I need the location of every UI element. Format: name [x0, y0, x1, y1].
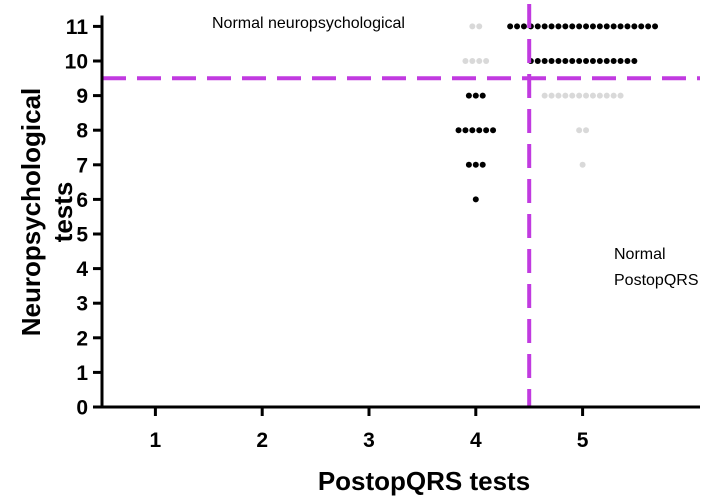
- data-point: [507, 23, 514, 30]
- data-point: [617, 58, 624, 64]
- data-point: [631, 58, 638, 64]
- data-point: [483, 58, 490, 64]
- data-point: [562, 23, 569, 30]
- data-points: [455, 23, 659, 203]
- data-point: [583, 92, 590, 99]
- data-point: [472, 161, 479, 168]
- data-point: [624, 23, 631, 30]
- data-point: [541, 58, 548, 64]
- data-point: [476, 23, 483, 30]
- y-tick-label-10: 10: [65, 51, 88, 74]
- data-point: [589, 58, 596, 64]
- x-tick-label-3: 3: [363, 429, 375, 452]
- y-tick-label-1: 1: [76, 362, 88, 385]
- y-tick-label-9: 9: [76, 85, 88, 108]
- data-point: [555, 23, 562, 30]
- data-point: [652, 23, 659, 30]
- y-tick-label-5: 5: [76, 224, 88, 247]
- data-point: [589, 92, 596, 99]
- data-point: [472, 92, 479, 99]
- y-axis-title: Neuropsychological tests: [16, 88, 78, 337]
- data-point: [610, 23, 617, 30]
- data-point: [472, 196, 479, 203]
- data-point: [576, 23, 583, 30]
- x-tick-label-1: 1: [150, 429, 162, 452]
- y-tick-label-6: 6: [76, 189, 88, 212]
- data-point: [548, 58, 555, 64]
- data-point: [520, 23, 527, 30]
- x-tick-label-4: 4: [470, 429, 482, 452]
- data-point: [476, 127, 483, 134]
- data-point: [479, 161, 486, 168]
- data-point: [455, 127, 462, 134]
- data-point: [465, 161, 472, 168]
- y-axis-title-line-1: Neuropsychological: [16, 88, 46, 337]
- data-point: [548, 92, 555, 99]
- data-point: [576, 58, 583, 64]
- data-point: [583, 23, 590, 30]
- data-point: [583, 58, 590, 64]
- data-point: [469, 58, 476, 64]
- data-point: [569, 23, 576, 30]
- data-point: [534, 58, 541, 64]
- data-point: [469, 23, 476, 30]
- data-point: [579, 161, 586, 168]
- y-tick-label-0: 0: [76, 397, 88, 420]
- data-point: [483, 127, 490, 134]
- data-point: [583, 127, 590, 134]
- data-point: [610, 92, 617, 99]
- data-point: [603, 23, 610, 30]
- data-point: [631, 23, 638, 30]
- data-point: [534, 23, 541, 30]
- data-point: [624, 58, 631, 64]
- data-point: [541, 92, 548, 99]
- data-point: [569, 58, 576, 64]
- data-point: [603, 58, 610, 64]
- annotation-normal-postopqrs-line-2: PostopQRS: [614, 272, 698, 289]
- y-axis-title-line-2: tests: [48, 182, 78, 243]
- data-point: [562, 92, 569, 99]
- data-point: [490, 127, 497, 134]
- data-point: [589, 23, 596, 30]
- data-point: [476, 58, 483, 64]
- data-point: [555, 92, 562, 99]
- data-point: [469, 127, 476, 134]
- y-tick-label-7: 7: [76, 154, 88, 177]
- data-point: [548, 23, 555, 30]
- data-point: [638, 23, 645, 30]
- annotation-normal-postopqrs-line-1: Normal: [614, 246, 666, 263]
- data-point: [576, 92, 583, 99]
- data-point: [610, 58, 617, 64]
- y-tick-label-4: 4: [76, 258, 88, 281]
- x-tick-label-5: 5: [577, 429, 589, 452]
- y-tick-label-8: 8: [76, 120, 88, 143]
- data-point: [596, 23, 603, 30]
- data-point: [514, 23, 521, 30]
- data-point: [596, 58, 603, 64]
- data-point: [617, 23, 624, 30]
- data-point: [569, 92, 576, 99]
- data-point: [617, 92, 624, 99]
- data-point: [465, 92, 472, 99]
- data-point: [462, 58, 469, 64]
- data-point: [479, 92, 486, 99]
- data-point: [541, 23, 548, 30]
- data-point: [462, 127, 469, 134]
- data-point: [562, 58, 569, 64]
- x-tick-label-2: 2: [256, 429, 268, 452]
- data-point: [596, 92, 603, 99]
- y-tick-label-2: 2: [76, 327, 88, 350]
- data-point: [576, 127, 583, 134]
- data-point: [645, 23, 652, 30]
- annotation-normal-neuropsychological: Normal neuropsychological: [212, 15, 405, 32]
- data-point: [555, 58, 562, 64]
- data-point: [603, 92, 610, 99]
- y-tick-label-11: 11: [66, 16, 89, 39]
- y-tick-label-3: 3: [76, 293, 88, 316]
- x-axis-title: PostopQRS tests: [318, 466, 530, 496]
